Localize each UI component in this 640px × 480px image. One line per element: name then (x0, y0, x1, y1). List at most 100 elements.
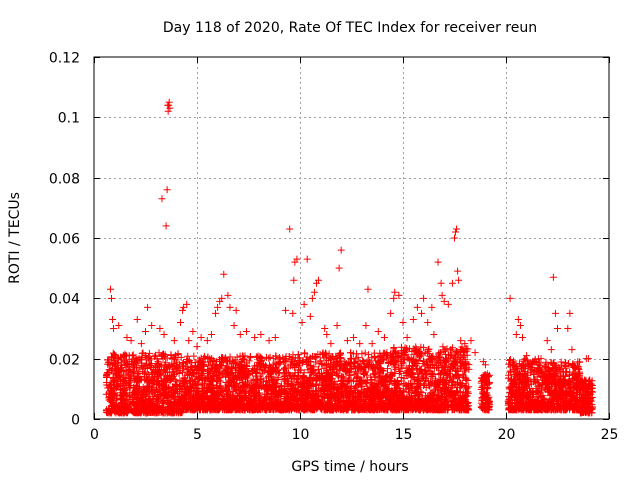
data-point (199, 377, 207, 385)
data-point (271, 359, 279, 367)
data-point (216, 405, 224, 413)
data-point (151, 351, 159, 359)
data-point (112, 381, 120, 389)
data-point (171, 393, 179, 401)
data-point (257, 399, 265, 407)
data-point (136, 355, 144, 363)
data-point (188, 386, 196, 394)
data-point (185, 385, 193, 393)
data-point (104, 370, 112, 378)
data-point (135, 399, 143, 407)
data-point (184, 388, 192, 396)
data-point (167, 375, 175, 383)
data-point (206, 370, 214, 378)
data-point (269, 354, 277, 362)
data-point (212, 362, 220, 370)
data-point (122, 361, 130, 369)
data-point (237, 360, 245, 368)
data-point (134, 409, 142, 417)
data-point (216, 369, 224, 377)
data-point (105, 366, 113, 374)
data-point (120, 409, 128, 417)
data-point (279, 406, 287, 414)
data-point (198, 370, 206, 378)
data-point (220, 403, 228, 411)
data-point (161, 391, 169, 399)
data-point (278, 382, 286, 390)
data-point (257, 362, 265, 370)
data-point (213, 375, 221, 383)
data-point (229, 372, 237, 380)
data-point (152, 385, 160, 393)
data-point (147, 399, 155, 407)
data-point (129, 368, 137, 376)
data-point (361, 349, 369, 357)
data-point (187, 359, 195, 367)
data-point (252, 397, 260, 405)
data-point (117, 380, 125, 388)
data-point (139, 368, 147, 376)
data-point (181, 377, 189, 385)
data-point (149, 390, 157, 398)
data-point (262, 363, 270, 371)
data-point (146, 395, 154, 403)
grid-lines (94, 57, 609, 419)
data-point (130, 384, 138, 392)
data-point (105, 356, 113, 364)
data-point (254, 353, 262, 361)
data-point (122, 389, 130, 397)
data-point (214, 371, 222, 379)
data-point (125, 367, 133, 375)
data-point (154, 374, 162, 382)
data-point (129, 351, 137, 359)
data-point (187, 372, 195, 380)
data-point (171, 355, 179, 363)
data-point (238, 366, 246, 374)
data-point (124, 374, 132, 382)
data-point (271, 401, 279, 409)
data-point (106, 381, 114, 389)
data-point (199, 391, 207, 399)
data-point (184, 404, 192, 412)
data-point (236, 376, 244, 384)
data-point (174, 389, 182, 397)
data-point (242, 388, 250, 396)
data-point (205, 400, 213, 408)
data-point (147, 355, 155, 363)
data-point (160, 392, 168, 400)
data-point (189, 404, 197, 412)
data-point (130, 388, 138, 396)
data-point (259, 381, 267, 389)
data-point (112, 359, 120, 367)
data-point (153, 406, 161, 414)
data-point (227, 363, 235, 371)
data-point (196, 362, 204, 370)
data-point (250, 366, 258, 374)
data-point (106, 361, 114, 369)
data-point (134, 370, 142, 378)
data-point (180, 405, 188, 413)
data-point (165, 362, 173, 370)
data-point (154, 391, 162, 399)
data-point (264, 387, 272, 395)
data-point (256, 393, 264, 401)
data-point (120, 373, 128, 381)
data-point (115, 408, 123, 416)
data-point (239, 365, 247, 373)
data-point (229, 378, 237, 386)
data-point (149, 408, 157, 416)
data-point (155, 396, 163, 404)
data-point (198, 391, 206, 399)
data-point (204, 404, 212, 412)
data-point (172, 365, 180, 373)
data-point (265, 377, 273, 385)
data-point (209, 373, 217, 381)
data-point (110, 390, 118, 398)
data-point (242, 394, 250, 402)
data-point (221, 383, 229, 391)
data-point (176, 367, 184, 375)
data-point (162, 383, 170, 391)
data-point (122, 397, 130, 405)
data-point (143, 377, 151, 385)
data-point (251, 382, 259, 390)
